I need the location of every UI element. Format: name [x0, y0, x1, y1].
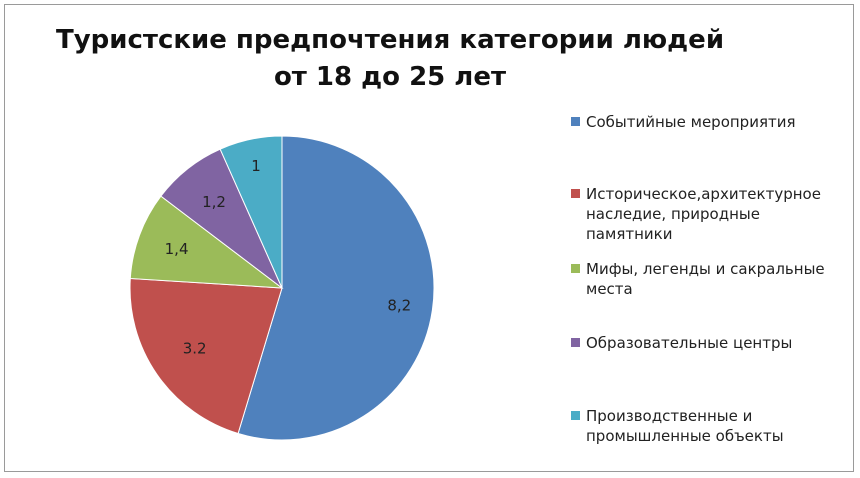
legend-swatch-events [571, 117, 580, 126]
legend-label-line: наследие, природные [586, 205, 760, 223]
legend-item-industry: Производственные и промышленные объекты [571, 406, 841, 446]
legend-label-line: Мифы, легенды и сакральные [586, 260, 825, 278]
legend-item-myths: Мифы, легенды и сакральные места [571, 259, 841, 299]
data-label-heritage: 3.2 [183, 340, 207, 358]
data-label-industry: 1 [251, 157, 261, 175]
chart-title-line-1: Туристские предпочтения категории людей [55, 25, 725, 55]
legend-label-line: места [586, 280, 633, 298]
pie-slice-heritage [129, 277, 283, 435]
legend-swatch-myths [571, 264, 580, 273]
legend-item-heritage: Историческое,архитектурное наследие, при… [571, 184, 841, 244]
pie-slice-events [237, 135, 435, 441]
data-label-events: 8,2 [387, 296, 411, 314]
legend-label-line: Производственные и [586, 407, 753, 425]
legend-label-line: Образовательные центры [586, 334, 793, 352]
legend-swatch-heritage [571, 189, 580, 198]
pie-slice-myths [129, 195, 284, 289]
legend-label-line: Событийные мероприятия [586, 113, 796, 131]
legend-item-events: Событийные мероприятия [571, 112, 841, 132]
data-label-myths: 1,4 [165, 240, 189, 258]
pie-slice-industry [219, 135, 283, 289]
chart-title-line-2: от 18 до 25 лет [273, 62, 507, 92]
legend-label-line: Историческое,архитектурное [586, 185, 821, 203]
legend-label-line: промышленные объекты [586, 427, 784, 445]
legend-item-education: Образовательные центры [571, 333, 841, 353]
legend-swatch-industry [571, 411, 580, 420]
legend-label-line: памятники [586, 225, 673, 243]
data-label-education: 1,2 [202, 193, 226, 211]
legend-swatch-education [571, 338, 580, 347]
chart-title: Туристские предпочтения категории людей … [40, 22, 740, 96]
